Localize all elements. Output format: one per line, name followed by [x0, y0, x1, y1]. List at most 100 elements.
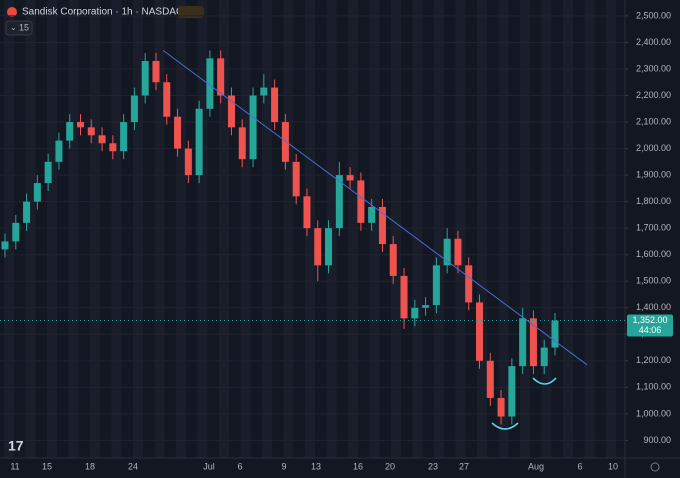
session-stripe — [541, 0, 552, 458]
bottom-arc — [532, 377, 557, 385]
candle-body — [66, 122, 74, 141]
x-tick-label: Jul — [203, 461, 215, 471]
candle-body — [120, 122, 128, 152]
session-stripe — [219, 0, 229, 458]
x-tick-label: 6 — [577, 461, 582, 471]
candle-body — [465, 265, 473, 303]
candle-body — [1, 241, 9, 250]
session-stripe — [4, 0, 14, 458]
candle-body — [141, 61, 149, 96]
x-tick-label: 27 — [459, 461, 469, 471]
candle-body — [44, 161, 52, 184]
candle-body — [109, 143, 117, 152]
candle-body — [292, 161, 300, 197]
candle-body — [271, 87, 279, 123]
session-stripe — [520, 0, 530, 458]
candle-body — [519, 318, 527, 367]
candle-body — [508, 366, 516, 417]
candle-body — [551, 320, 559, 348]
y-tick-label: 900.00 — [643, 435, 671, 445]
candle-body — [227, 95, 235, 128]
candle-body — [400, 275, 408, 319]
x-tick-label: 18 — [85, 461, 95, 471]
y-tick-label: 2,100.00 — [636, 116, 671, 126]
tv-logo: 17 — [8, 438, 24, 454]
candle-body — [174, 116, 182, 149]
candle-body — [152, 61, 160, 83]
candle-body — [130, 95, 138, 123]
y-tick-label: 1,500.00 — [636, 276, 671, 286]
candle-body — [314, 228, 322, 266]
session-stripe — [455, 0, 466, 458]
chart-title: Sandisk Corporation · 1h · NASDAQ — [22, 7, 184, 18]
session-stripe — [154, 0, 165, 458]
candle-body — [249, 95, 257, 160]
candle-body — [23, 201, 31, 223]
x-tick-label: 16 — [353, 461, 363, 471]
y-tick-label: 1,900.00 — [636, 169, 671, 179]
session-stripe — [412, 0, 423, 458]
session-stripe — [477, 0, 487, 458]
candle-body — [206, 58, 214, 109]
y-tick-label: 2,300.00 — [636, 63, 671, 73]
y-tick-label: 1,700.00 — [636, 223, 671, 233]
x-tick-label: 9 — [281, 461, 286, 471]
session-stripe — [176, 0, 186, 458]
candle-body — [87, 127, 95, 136]
candle-body — [98, 135, 106, 144]
y-tick-label: 1,100.00 — [636, 382, 671, 392]
candle-body — [529, 318, 537, 367]
indicator-box[interactable] — [5, 20, 33, 36]
candle-body — [76, 122, 84, 128]
session-stripe — [133, 0, 143, 458]
y-tick-label: 1,000.00 — [636, 408, 671, 418]
candle-body — [238, 127, 246, 160]
y-tick-label: 1,400.00 — [636, 302, 671, 312]
session-stripe — [25, 0, 36, 458]
y-tick-label: 2,500.00 — [636, 10, 671, 20]
candle-body — [497, 397, 505, 417]
session-stripe — [90, 0, 100, 458]
x-tick-label: 11 — [10, 461, 19, 471]
x-tick-label: 20 — [385, 461, 395, 471]
indicator-label: 15 — [19, 22, 29, 32]
candle-body — [303, 196, 311, 229]
candle-body — [454, 238, 462, 266]
indicator-toggle: ⌄ — [10, 23, 17, 32]
symbol-logo — [7, 7, 17, 17]
candle-body — [184, 148, 192, 176]
candle-body — [476, 302, 484, 361]
session-stripe — [197, 0, 208, 458]
x-tick-label: 24 — [128, 461, 138, 471]
candle-body — [325, 228, 333, 266]
candle-body — [378, 206, 386, 245]
candle-body — [389, 244, 397, 276]
session-stripe — [111, 0, 122, 458]
session-stripe — [240, 0, 251, 458]
candle-body — [422, 305, 430, 308]
session-stripe — [563, 0, 573, 458]
candle-body — [357, 180, 365, 223]
candle-body — [163, 82, 171, 117]
last-price-tag — [627, 314, 673, 337]
candle-body — [486, 360, 494, 398]
status-badges — [178, 6, 204, 18]
session-stripe — [68, 0, 79, 458]
x-tick-label: 15 — [42, 461, 52, 471]
candle-body — [540, 347, 548, 367]
candle-body — [443, 238, 451, 266]
candle-body — [12, 222, 20, 242]
candle-body — [335, 175, 343, 229]
last-price-label: 1,352.00 — [632, 315, 667, 325]
x-tick-label: 13 — [311, 461, 321, 471]
session-stripe — [584, 0, 595, 458]
candle-body — [368, 206, 376, 223]
trendline — [162, 50, 588, 366]
settings-icon[interactable] — [650, 462, 660, 472]
candle-body — [281, 122, 289, 162]
y-tick-label: 2,200.00 — [636, 90, 671, 100]
candle-body — [411, 307, 419, 319]
candle-body — [195, 108, 203, 176]
session-stripe — [498, 0, 509, 458]
